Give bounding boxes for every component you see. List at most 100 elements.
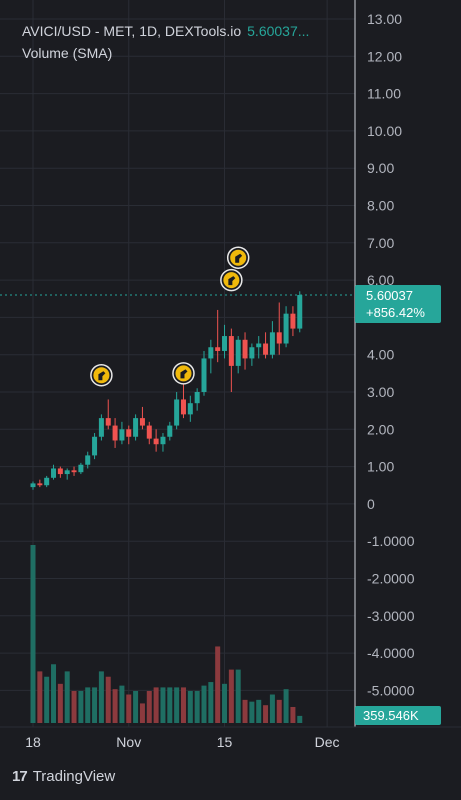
event-marker-icon[interactable]	[172, 362, 195, 385]
volume-bar	[201, 685, 207, 723]
volume-bar	[228, 669, 234, 723]
tradingview-brand[interactable]: 17 TradingView	[12, 768, 115, 785]
candle-body	[133, 418, 139, 437]
chart-legend[interactable]: AVICI/USD - MET, 1D, DEXTools.io 5.60037.…	[22, 23, 309, 39]
volume-label-value: 359.546K	[363, 708, 419, 723]
candle-body	[85, 455, 91, 465]
candle-body	[174, 399, 180, 426]
candle	[160, 433, 166, 452]
candle	[78, 462, 84, 475]
candle	[269, 321, 275, 359]
candle	[64, 468, 70, 480]
candle	[174, 392, 180, 430]
volume-bar	[235, 669, 241, 723]
volume-bar	[283, 689, 289, 723]
candle-body	[57, 468, 63, 475]
candle-body	[290, 313, 296, 329]
candle	[208, 339, 214, 374]
candle	[30, 481, 36, 490]
volume-bar	[98, 671, 104, 723]
candle	[297, 291, 303, 333]
brand-name: TradingView	[32, 768, 116, 785]
volume-label: 359.546K	[355, 706, 441, 725]
event-marker-icon[interactable]	[220, 268, 243, 292]
candle-body	[276, 332, 282, 344]
price-tick-label: -5.0000	[367, 682, 415, 698]
event-marker-icon[interactable]	[226, 246, 250, 269]
volume-bar	[187, 690, 193, 723]
candle	[180, 384, 186, 419]
price-tick-label: 10.00	[367, 123, 402, 139]
candle	[85, 451, 91, 469]
volume-legend[interactable]: Volume (SMA)	[22, 45, 113, 61]
candle-body	[269, 332, 275, 355]
candle	[228, 328, 234, 392]
volume-bar	[256, 699, 262, 723]
candle	[57, 466, 63, 478]
price-axis[interactable]: 13.0012.0011.0010.009.008.007.006.005.00…	[367, 11, 415, 698]
price-label-value: 5.60037	[366, 288, 413, 303]
time-tick-label: 15	[217, 734, 233, 750]
price-tick-label: 12.00	[367, 48, 402, 64]
volume-bar	[215, 646, 221, 723]
candle-body	[201, 358, 207, 392]
time-tick-label: Dec	[315, 734, 340, 750]
marker-glyph	[180, 369, 188, 379]
candle	[51, 464, 57, 480]
volume-bar	[269, 694, 275, 723]
volume-bar	[37, 671, 43, 723]
candle-body	[187, 403, 193, 415]
candle	[119, 421, 125, 445]
candle-body	[180, 399, 186, 415]
volume-bar	[105, 676, 111, 723]
event-marker-icon[interactable]	[90, 363, 113, 387]
volume-bar	[30, 545, 36, 723]
candle	[263, 332, 269, 359]
volume-bar	[290, 706, 296, 723]
volume-bar	[51, 664, 57, 723]
candle	[187, 395, 193, 422]
volume-bar	[146, 690, 152, 723]
volume-bar	[174, 687, 180, 723]
volume-bar	[57, 683, 63, 723]
price-label: 5.60037 +856.42%	[355, 285, 441, 323]
price-tick-label: 8.00	[367, 198, 394, 214]
candle-body	[208, 347, 214, 359]
volume-bar	[139, 703, 145, 723]
candle	[146, 421, 152, 445]
candle-body	[139, 418, 145, 426]
marker-glyph	[235, 253, 243, 263]
volume-bar	[126, 694, 132, 723]
candle-body	[112, 425, 118, 441]
candle-body	[126, 429, 132, 437]
candle	[215, 309, 221, 363]
price-tick-label: -3.0000	[367, 608, 415, 624]
candle-body	[64, 470, 70, 475]
candle-body	[153, 438, 159, 445]
tradingview-logo-icon: 17	[12, 768, 28, 785]
candle	[133, 414, 139, 441]
volume-bar	[153, 687, 159, 723]
volume-bar	[85, 687, 91, 723]
symbol-title[interactable]: AVICI/USD - MET, 1D, DEXTools.io	[22, 23, 242, 39]
candle-body	[256, 343, 262, 348]
candle	[126, 425, 132, 445]
volume-bar	[276, 699, 282, 723]
volume-bar	[167, 687, 173, 723]
candle	[105, 399, 111, 430]
candle-body	[297, 295, 303, 329]
price-tick-label: 2.00	[367, 421, 394, 437]
volume-bar	[297, 715, 303, 723]
candle-body	[30, 483, 36, 488]
time-axis[interactable]: 18 Nov 15 Dec	[25, 734, 339, 750]
candle-body	[283, 313, 289, 344]
candle	[256, 336, 262, 359]
volume-bar	[208, 682, 214, 723]
event-markers[interactable]	[90, 246, 250, 387]
volume-bar	[64, 671, 70, 723]
volume-bars	[30, 545, 303, 723]
volume-bar	[180, 687, 186, 723]
volume-bar	[263, 705, 269, 723]
candle	[201, 350, 207, 396]
